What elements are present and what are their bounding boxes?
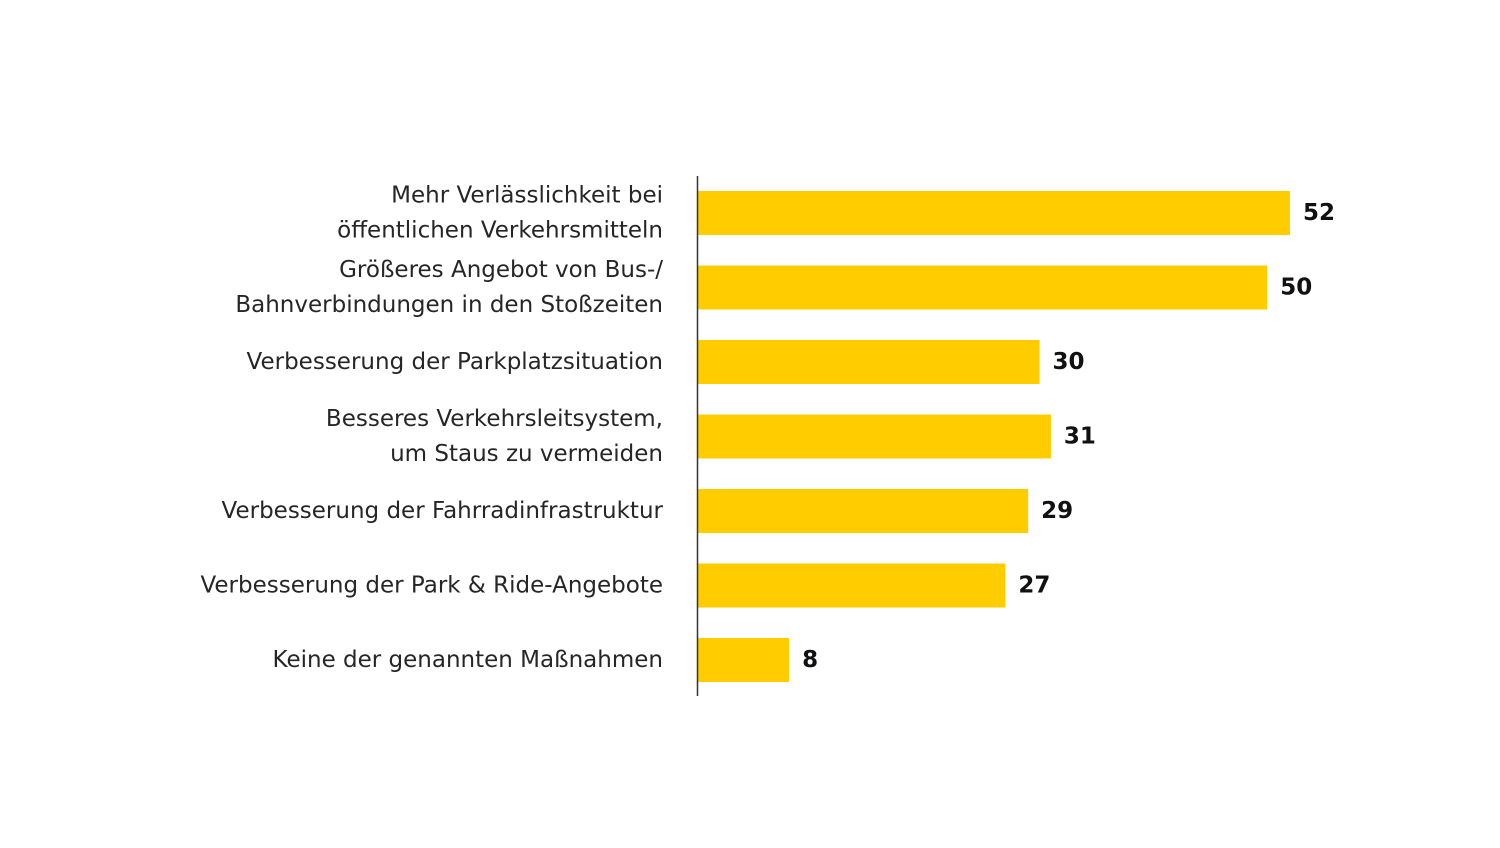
category-label-line: Verbesserung der Parkplatzsituation [247,349,663,375]
category-label-line: öffentlichen Verkehrsmitteln [337,218,663,244]
value-label-1: 50 [1280,275,1312,301]
category-label-2: Verbesserung der Parkplatzsituation [247,349,663,375]
category-label-6: Keine der genannten Maßnahmen [273,647,663,673]
value-label-2: 30 [1053,349,1085,375]
category-label-line: Verbesserung der Fahrradinfrastruktur [222,498,664,524]
bars-layer [698,191,1290,682]
value-label-0: 52 [1303,200,1335,226]
category-labels-layer: Mehr Verlässlichkeit bei öffentlichen Ver… [200,183,663,674]
value-label-3: 31 [1064,424,1096,450]
category-label-line: Besseres Verkehrsleitsystem, [326,406,663,432]
category-label-line: um Staus zu vermeiden [390,441,663,467]
category-label-line: Größeres Angebot von Bus-/ [339,257,663,283]
category-label-0: Mehr Verlässlichkeit bei öffentlichen Ver… [337,183,663,244]
category-label-5: Verbesserung der Park & Ride-Angebote [200,573,663,599]
bar-6 [698,638,790,682]
category-label-3: Besseres Verkehrsleitsystem, um Staus zu … [326,406,663,467]
value-label-4: 29 [1041,498,1073,524]
category-label-1: Größeres Angebot von Bus-/ Bahnverbindung… [235,257,663,318]
category-label-line: Keine der genannten Maßnahmen [273,647,663,673]
category-label-line: Bahnverbindungen in den Stoßzeiten [235,292,663,318]
value-labels-layer: 52 50 30 31 29 27 8 [802,200,1335,673]
bar-0 [698,191,1290,235]
value-label-5: 27 [1018,573,1050,599]
bar-1 [698,265,1268,310]
value-label-6: 8 [802,647,818,673]
category-label-4: Verbesserung der Fahrradinfrastruktur [222,498,664,524]
category-label-line: Verbesserung der Park & Ride-Angebote [200,573,663,599]
bar-5 [698,563,1006,608]
bar-3 [698,414,1051,459]
bar-2 [698,340,1040,384]
category-label-line: Mehr Verlässlichkeit bei [391,183,663,209]
bar-4 [698,489,1029,533]
